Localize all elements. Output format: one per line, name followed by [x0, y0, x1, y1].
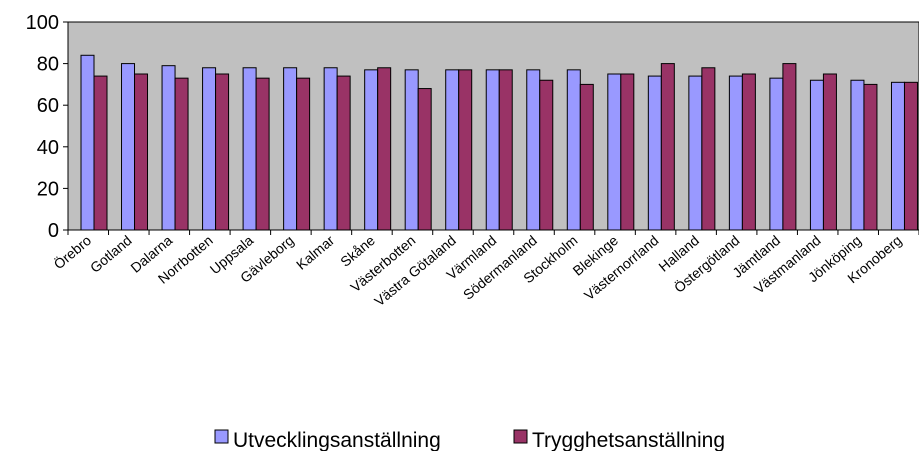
- legend-label-series-1: Utvecklingsanställning: [233, 429, 441, 451]
- bar-series-2-9: [458, 69, 473, 231]
- legend-swatch-series-1: [214, 429, 229, 444]
- bar-series-2-5: [296, 77, 311, 231]
- bar-series-1-6: [323, 67, 338, 231]
- bar-series-2-11: [539, 79, 554, 231]
- bar-series-1-11: [526, 69, 541, 231]
- bar-series-1-2: [161, 65, 176, 231]
- bar-series-2-18: [822, 73, 837, 231]
- bar-series-2-2: [174, 77, 189, 231]
- y-axis: 0 20 40 60 80 100: [26, 12, 69, 242]
- bar-series-1-12: [566, 69, 581, 231]
- bar-series-1-16: [728, 75, 743, 231]
- y-tick-label: 100: [26, 12, 59, 34]
- bar-series-2-20: [903, 81, 918, 231]
- bar-series-1-15: [688, 75, 703, 231]
- x-category-label: Kalmar: [293, 232, 338, 273]
- y-tick-label: 0: [48, 220, 59, 242]
- bar-series-1-14: [647, 75, 662, 231]
- bar-series-2-12: [579, 83, 594, 231]
- bar-series-2-14: [660, 63, 675, 231]
- bars: [80, 54, 918, 231]
- bar-series-2-4: [255, 77, 270, 231]
- bar-series-2-8: [417, 88, 432, 231]
- bar-series-2-6: [336, 75, 351, 231]
- bar-series-2-10: [498, 69, 513, 231]
- bar-series-2-3: [215, 73, 230, 231]
- bar-series-2-13: [620, 73, 635, 231]
- bar-series-1-13: [607, 73, 622, 231]
- bar-series-2-15: [701, 67, 716, 231]
- bar-series-2-0: [93, 75, 108, 231]
- bar-series-1-10: [485, 69, 500, 231]
- bar-series-1-3: [202, 67, 217, 231]
- bar-series-1-0: [80, 54, 95, 231]
- bar-series-2-1: [134, 73, 149, 231]
- bar-series-1-5: [283, 67, 298, 231]
- bar-series-2-16: [741, 73, 756, 231]
- bar-series-1-20: [890, 81, 905, 231]
- bar-series-1-9: [445, 69, 460, 231]
- x-axis: ÖrebroGotlandDalarnaNorrbottenUppsalaGäv…: [50, 229, 919, 309]
- y-tick-label: 60: [37, 95, 59, 117]
- bar-series-1-18: [809, 79, 824, 231]
- bar-series-1-8: [404, 69, 419, 231]
- bar-series-1-17: [769, 77, 784, 231]
- legend-label-series-2: Trygghetsanställning: [532, 429, 725, 451]
- bar-series-1-1: [121, 63, 136, 231]
- y-tick-label: 80: [37, 54, 59, 76]
- bar-series-2-19: [863, 83, 878, 231]
- x-category-label: Gotland: [87, 232, 135, 276]
- bar-series-1-7: [364, 69, 379, 231]
- bar-series-1-19: [850, 79, 865, 231]
- bar-series-1-4: [242, 67, 257, 231]
- y-tick-label: 40: [37, 137, 59, 159]
- y-tick-label: 20: [37, 178, 59, 200]
- bar-series-2-7: [377, 67, 392, 231]
- legend-swatch-series-2: [513, 429, 528, 444]
- bar-series-2-17: [782, 63, 797, 231]
- legend: Utvecklingsanställning Trygghetsanställn…: [214, 429, 725, 451]
